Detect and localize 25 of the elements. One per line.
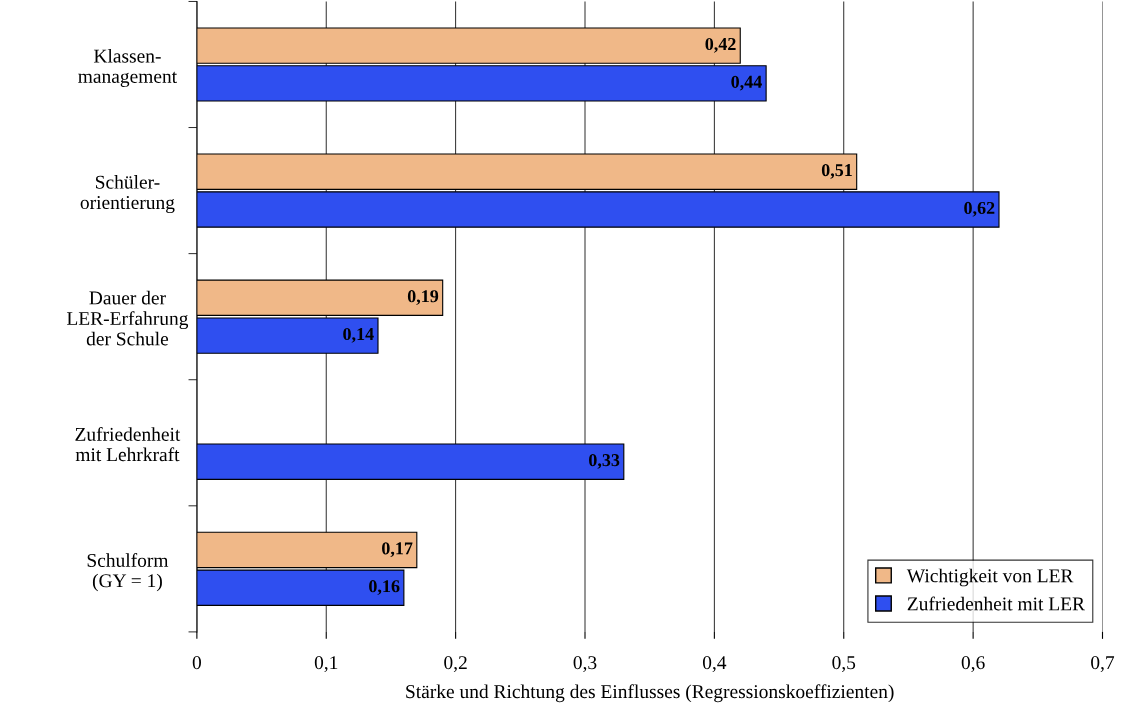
- data-label: 0,51: [821, 164, 852, 179]
- data-label: 0,33: [589, 454, 620, 469]
- x-tick-label: 0,5: [832, 656, 856, 672]
- x-axis-title: Stärke und Richtung des Einflusses (Regressionskoeffizienten): [406, 684, 894, 703]
- y-tick-label: Schulform (GY = 1): [87, 553, 169, 592]
- data-label: 0,16: [369, 580, 400, 595]
- legend-label: Zufriedenheit mit LER: [907, 596, 1085, 611]
- data-label: 0,44: [731, 75, 762, 91]
- x-tick-label: 0,1: [314, 656, 338, 672]
- legend-label: Wichtigkeit von LER: [906, 568, 1074, 587]
- data-label: 0,42: [705, 37, 736, 53]
- y-tick-label: Klassen- management: [78, 48, 177, 87]
- y-tick-label: Dauer der LER-Erfahrung der Schule: [66, 290, 189, 346]
- x-tick-label: 0,4: [702, 656, 727, 672]
- x-tick-label: 0: [192, 656, 201, 670]
- data-label: 0,14: [343, 327, 374, 343]
- x-tick-label: 0,7: [1091, 656, 1115, 672]
- x-tick-label: 0,2: [444, 656, 467, 672]
- data-label: 0,62: [964, 201, 995, 217]
- data-label: 0,19: [407, 290, 439, 305]
- y-tick-label: Schüler- orientierung: [80, 175, 175, 214]
- x-tick-label: 0,3: [573, 656, 597, 672]
- data-label: 0,17: [382, 542, 413, 558]
- x-tick-label: 0,6: [961, 656, 985, 672]
- y-tick-label: Zufriedenheit mit Lehrkraft: [75, 427, 181, 462]
